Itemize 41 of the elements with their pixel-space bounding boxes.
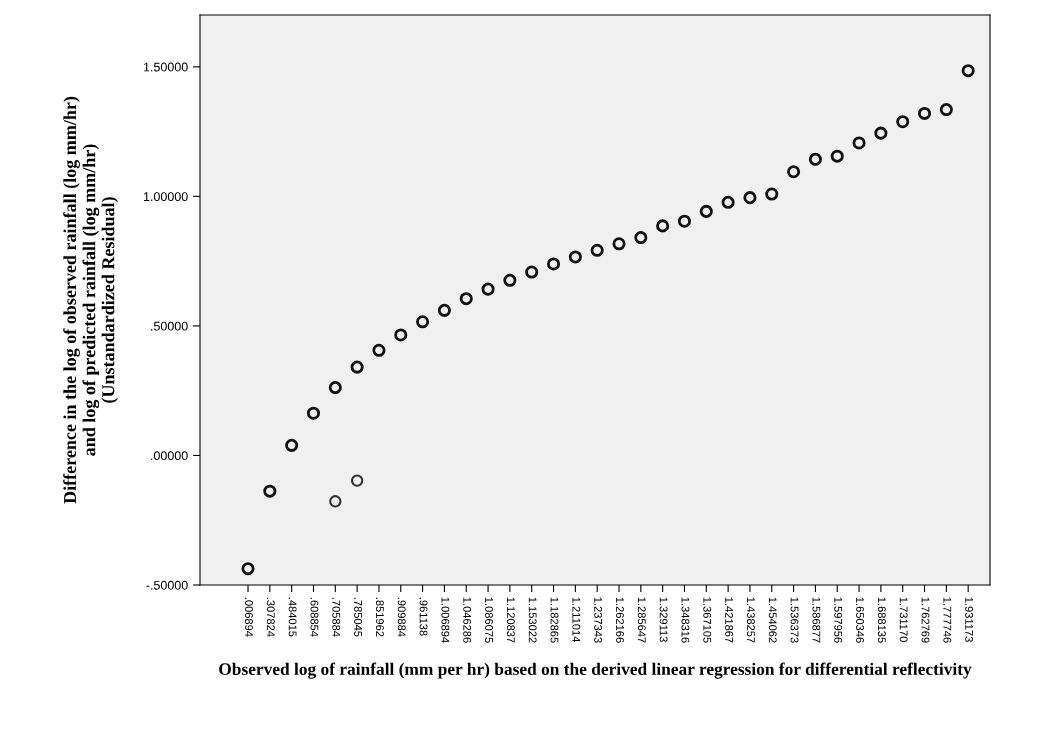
x-tick-label: 1.262166 [616, 597, 624, 643]
x-tick-label: 1.348316 [681, 597, 690, 643]
x-tick-label: 1.182865 [550, 597, 559, 643]
x-tick-label: .961138 [419, 597, 428, 636]
x-tick-label: .608854 [310, 597, 319, 637]
x-tick-label: .484015 [288, 597, 297, 637]
x-tick-label: 1.731170 [899, 597, 908, 642]
x-tick-label: 1.931173 [965, 597, 974, 642]
x-tick-label: 1.438257 [746, 597, 755, 643]
x-tick-label: 1.762769 [921, 597, 930, 643]
x-tick-label: .851962 [375, 597, 384, 637]
x-tick-label: 1.597956 [834, 597, 843, 643]
x-tick-label: 1.086075 [485, 597, 493, 643]
x-tick-label: 1.046286 [463, 597, 472, 643]
x-tick-label: 1.421867 [725, 597, 734, 643]
x-tick-label: 1.237343 [594, 597, 603, 643]
x-tick-label: .785045 [354, 597, 363, 637]
y-axis-title: Difference in the log of observed rainfall (log mm/hr) and log of predicted rainfall (log mm/hr) (Unstandardized Residual) [63, 96, 119, 504]
x-tick-label: 1.211014 [572, 597, 581, 642]
x-tick-label: .909884 [397, 597, 406, 637]
x-tick-label: .307824 [266, 597, 275, 637]
x-axis-title: Observed log of rainfall (mm per hr) based on the derived linear regression for differential reflectivity [219, 662, 972, 679]
x-tick-label: 1.329113 [659, 597, 668, 642]
x-tick-label: 1.367105 [703, 597, 712, 643]
x-tick-label: 1.650346 [856, 597, 864, 643]
y-tick-label: -.50000 [146, 580, 188, 590]
x-tick-label: 1.285647 [637, 597, 646, 643]
x-tick-label: 1.454062 [768, 597, 777, 643]
y-tick-label: 1.00000 [143, 192, 188, 202]
x-tick-label: 1.586877 [812, 597, 821, 643]
x-tick-label: 1.688135 [877, 597, 886, 643]
x-tick-label: .006894 [245, 597, 253, 637]
x-tick-label: .705884 [332, 597, 341, 637]
x-tick-label: 1.153022 [528, 597, 537, 643]
x-tick-label: 1.006894 [441, 597, 450, 643]
x-tick-label: 1.777746 [943, 597, 952, 643]
y-tick-label: .50000 [151, 321, 188, 331]
y-tick-label: .00000 [151, 451, 188, 461]
x-tick-label: 1.536373 [790, 597, 799, 643]
y-tick-label: 1.50000 [143, 62, 188, 72]
x-tick-label: 1.120837 [506, 597, 515, 643]
